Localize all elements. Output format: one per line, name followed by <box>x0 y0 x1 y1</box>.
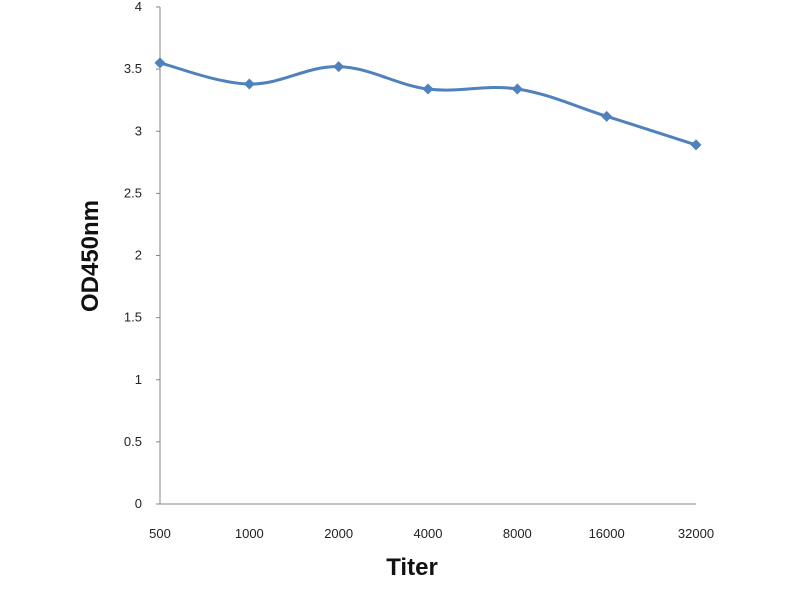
x-axis-title: Titer <box>386 554 438 581</box>
y-tick-label: 4 <box>135 0 142 14</box>
data-point-marker <box>511 83 523 95</box>
data-point-marker <box>422 83 434 95</box>
series-group <box>154 57 702 151</box>
data-point-marker <box>690 139 702 151</box>
y-tick-label: 0 <box>135 496 142 511</box>
x-axis: 500 1000 2000 4000 8000 16000 32000 <box>149 503 714 541</box>
x-tick-label: 500 <box>149 526 171 541</box>
y-tick-label: 1.5 <box>124 310 142 325</box>
y-tick-label: 2.5 <box>124 185 142 200</box>
data-point-marker <box>333 61 345 73</box>
x-tick-label: 1000 <box>235 526 264 541</box>
y-tick-label: 2 <box>135 248 142 263</box>
data-point-marker <box>243 78 255 90</box>
y-tick-label: 3.5 <box>124 61 142 76</box>
x-tick-label: 32000 <box>678 526 714 541</box>
y-axis-title: OD450nm <box>77 200 104 312</box>
data-point-marker <box>601 110 613 122</box>
y-axis: 0 0.5 1 1.5 2 2.5 3 3.5 4 <box>124 0 161 511</box>
y-tick-label: 3 <box>135 123 142 138</box>
y-tick-label: 1 <box>135 372 142 387</box>
x-tick-label: 16000 <box>589 526 625 541</box>
x-tick-label: 8000 <box>503 526 532 541</box>
x-tick-label: 4000 <box>414 526 443 541</box>
x-tick-label: 2000 <box>324 526 353 541</box>
series-line <box>158 61 698 147</box>
data-point-marker <box>154 57 166 69</box>
y-tick-label: 0.5 <box>124 434 142 449</box>
